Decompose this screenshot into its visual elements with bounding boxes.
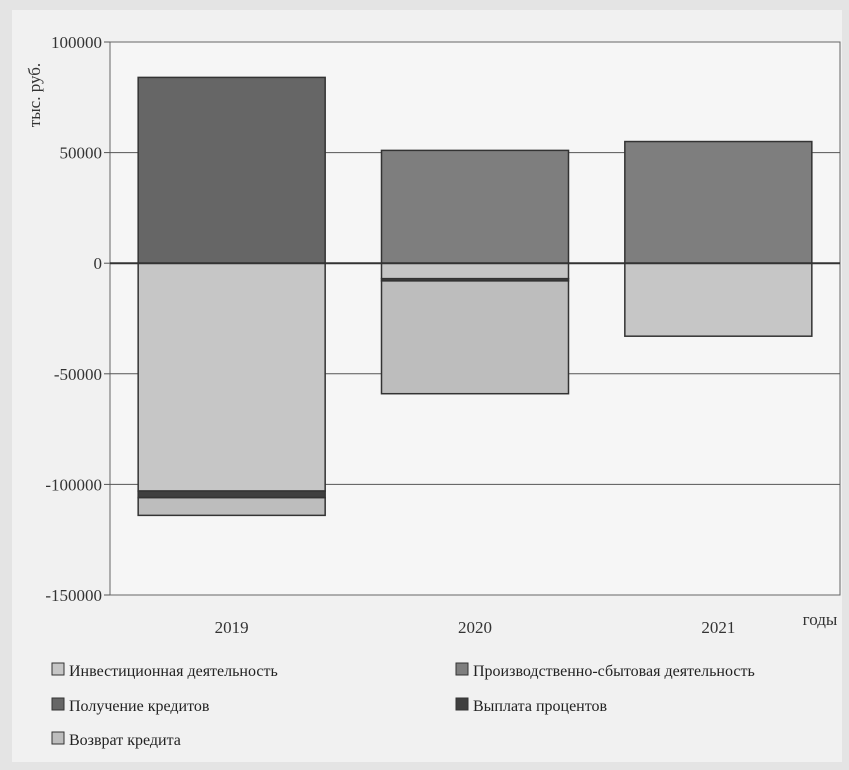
bar-segment-3-2019 — [137, 76, 326, 264]
bar-segment-2-2020 — [380, 149, 570, 264]
x-tick-label: 2019 — [215, 618, 249, 637]
bar-segment-5-2019 — [137, 496, 326, 517]
legend-label: Производственно-сбытовая деятельность — [473, 663, 755, 680]
y-axis-title: тыс. руб. — [25, 63, 44, 127]
y-tick-label: 50000 — [60, 144, 103, 163]
y-tick-label: 0 — [94, 254, 103, 273]
legend-label: Получение кредитов — [69, 698, 210, 715]
legend-swatch — [51, 662, 65, 676]
bar-segment-5-2020 — [380, 280, 570, 395]
x-tick-label: 2020 — [458, 618, 492, 637]
y-tick-label: 100000 — [51, 33, 102, 52]
y-tick-label: -100000 — [45, 475, 102, 494]
bar-segment-1-2021 — [624, 262, 813, 337]
legend-label: Инвестиционная деятельность — [69, 663, 278, 680]
bar-segment-2-2021 — [624, 140, 813, 264]
x-tick-label: 2021 — [701, 618, 735, 637]
legend-swatch — [455, 697, 469, 711]
legend-swatch — [51, 697, 65, 711]
x-axis-title: годы — [803, 610, 838, 629]
legend-swatch — [455, 662, 469, 676]
legend-label: Возврат кредита — [69, 732, 181, 749]
legend-label: Выплата процентов — [473, 698, 608, 715]
y-tick-label: -50000 — [54, 365, 102, 384]
y-tick-label: -150000 — [45, 586, 102, 605]
bar-segment-4-2019 — [137, 490, 326, 499]
legend-swatch — [51, 731, 65, 745]
bar-segment-1-2019 — [137, 262, 326, 492]
bar-segment-1-2020 — [380, 262, 570, 280]
